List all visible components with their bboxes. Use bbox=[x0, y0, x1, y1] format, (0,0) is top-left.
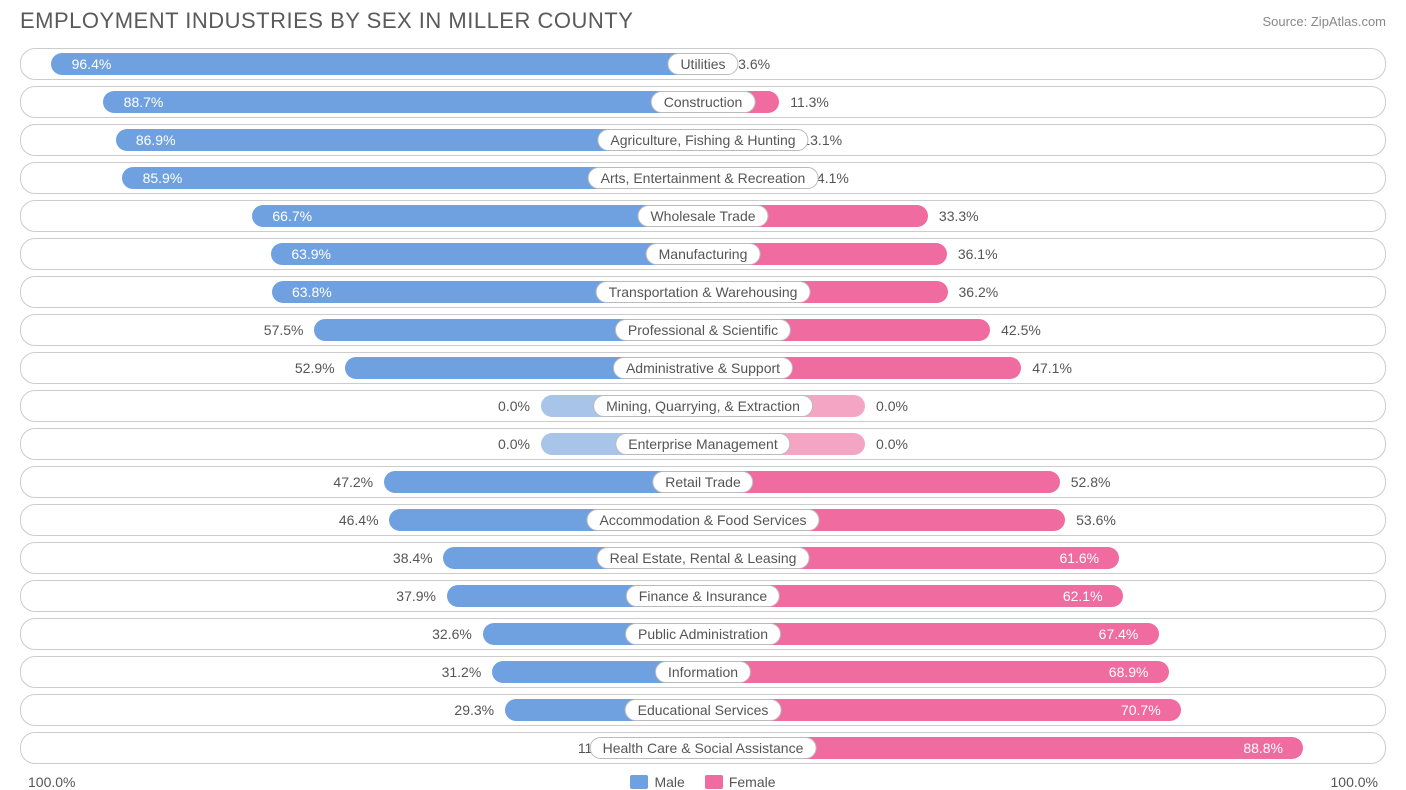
male-percent-label: 63.9% bbox=[291, 246, 331, 262]
male-percent-label: 46.4% bbox=[339, 512, 379, 528]
male-swatch-icon bbox=[630, 775, 648, 789]
male-bar bbox=[51, 53, 703, 75]
male-percent-label: 47.2% bbox=[333, 474, 373, 490]
male-percent-label: 37.9% bbox=[396, 588, 436, 604]
chart-row: 38.4% 61.6% Real Estate, Rental & Leasing bbox=[20, 542, 1386, 574]
chart-row: 57.5% 42.5% Professional & Scientific bbox=[20, 314, 1386, 346]
chart-row: 52.9% 47.1% Administrative & Support bbox=[20, 352, 1386, 384]
female-percent-label: 68.9% bbox=[1109, 664, 1149, 680]
category-label: Educational Services bbox=[625, 699, 782, 721]
category-label: Retail Trade bbox=[652, 471, 753, 493]
legend-female-label: Female bbox=[729, 774, 776, 790]
category-label: Wholesale Trade bbox=[637, 205, 768, 227]
chart-title: EMPLOYMENT INDUSTRIES BY SEX IN MILLER C… bbox=[20, 8, 633, 34]
female-percent-label: 53.6% bbox=[1076, 512, 1116, 528]
category-label: Finance & Insurance bbox=[626, 585, 780, 607]
male-percent-label: 31.2% bbox=[442, 664, 482, 680]
female-percent-label: 70.7% bbox=[1121, 702, 1161, 718]
chart-row: 88.7% 11.3% Construction bbox=[20, 86, 1386, 118]
male-percent-label: 0.0% bbox=[498, 436, 530, 452]
category-label: Transportation & Warehousing bbox=[596, 281, 811, 303]
male-percent-label: 38.4% bbox=[393, 550, 433, 566]
chart-footer: 100.0% Male Female 100.0% bbox=[0, 770, 1406, 790]
chart-row: 66.7% 33.3% Wholesale Trade bbox=[20, 200, 1386, 232]
category-label: Professional & Scientific bbox=[615, 319, 791, 341]
category-label: Manufacturing bbox=[646, 243, 761, 265]
female-percent-label: 47.1% bbox=[1032, 360, 1072, 376]
male-percent-label: 85.9% bbox=[143, 170, 183, 186]
male-bar bbox=[271, 243, 703, 265]
category-label: Information bbox=[655, 661, 751, 683]
category-label: Health Care & Social Assistance bbox=[590, 737, 817, 759]
category-label: Agriculture, Fishing & Hunting bbox=[597, 129, 808, 151]
female-percent-label: 0.0% bbox=[876, 398, 908, 414]
female-percent-label: 3.6% bbox=[738, 56, 770, 72]
legend: Male Female bbox=[630, 774, 775, 790]
male-percent-label: 57.5% bbox=[264, 322, 304, 338]
chart-row: 96.4% 3.6%Utilities bbox=[20, 48, 1386, 80]
female-percent-label: 62.1% bbox=[1063, 588, 1103, 604]
female-percent-label: 61.6% bbox=[1059, 550, 1099, 566]
category-label: Construction bbox=[651, 91, 756, 113]
female-percent-label: 52.8% bbox=[1071, 474, 1111, 490]
legend-male-label: Male bbox=[654, 774, 684, 790]
chart-row: 37.9% 62.1% Finance & Insurance bbox=[20, 580, 1386, 612]
female-percent-label: 42.5% bbox=[1001, 322, 1041, 338]
chart-row: 47.2% 52.8% Retail Trade bbox=[20, 466, 1386, 498]
female-percent-label: 0.0% bbox=[876, 436, 908, 452]
axis-right-max: 100.0% bbox=[1331, 774, 1378, 790]
source-attribution: Source: ZipAtlas.com bbox=[1262, 14, 1386, 29]
male-percent-label: 86.9% bbox=[136, 132, 176, 148]
female-percent-label: 88.8% bbox=[1243, 740, 1283, 756]
legend-female: Female bbox=[705, 774, 776, 790]
male-percent-label: 32.6% bbox=[432, 626, 472, 642]
chart-row: 85.9%14.1%Arts, Entertainment & Recreati… bbox=[20, 162, 1386, 194]
chart-row: 63.9% 36.1% Manufacturing bbox=[20, 238, 1386, 270]
category-label: Enterprise Management bbox=[615, 433, 790, 455]
female-bar bbox=[703, 661, 1169, 683]
female-swatch-icon bbox=[705, 775, 723, 789]
female-percent-label: 33.3% bbox=[939, 208, 979, 224]
chart-row: 31.2% 68.9% Information bbox=[20, 656, 1386, 688]
male-percent-label: 29.3% bbox=[454, 702, 494, 718]
legend-male: Male bbox=[630, 774, 684, 790]
chart-row: 46.4% 53.6% Accommodation & Food Services bbox=[20, 504, 1386, 536]
chart-row: 11.2%88.8%Health Care & Social Assistanc… bbox=[20, 732, 1386, 764]
male-bar bbox=[252, 205, 703, 227]
chart-row: 86.9%13.1%Agriculture, Fishing & Hunting bbox=[20, 124, 1386, 156]
chart-row: 32.6% 67.4% Public Administration bbox=[20, 618, 1386, 650]
male-percent-label: 0.0% bbox=[498, 398, 530, 414]
male-percent-label: 66.7% bbox=[272, 208, 312, 224]
female-percent-label: 11.3% bbox=[790, 94, 829, 110]
category-label: Public Administration bbox=[625, 623, 781, 645]
axis-left-max: 100.0% bbox=[28, 774, 75, 790]
category-label: Administrative & Support bbox=[613, 357, 793, 379]
category-label: Mining, Quarrying, & Extraction bbox=[593, 395, 813, 417]
male-percent-label: 96.4% bbox=[72, 56, 112, 72]
chart-row: 0.0% 0.0% Mining, Quarrying, & Extraction bbox=[20, 390, 1386, 422]
chart-row: 63.8% 36.2% Transportation & Warehousing bbox=[20, 276, 1386, 308]
category-label: Real Estate, Rental & Leasing bbox=[597, 547, 810, 569]
category-label: Utilities bbox=[667, 53, 738, 75]
chart-area: 96.4% 3.6%Utilities 88.7% 11.3% Construction… bbox=[0, 38, 1406, 764]
category-label: Arts, Entertainment & Recreation bbox=[588, 167, 819, 189]
category-label: Accommodation & Food Services bbox=[587, 509, 820, 531]
chart-row: 29.3% 70.7% Educational Services bbox=[20, 694, 1386, 726]
male-percent-label: 52.9% bbox=[295, 360, 335, 376]
male-percent-label: 88.7% bbox=[124, 94, 164, 110]
female-percent-label: 67.4% bbox=[1099, 626, 1139, 642]
male-percent-label: 63.8% bbox=[292, 284, 332, 300]
chart-row: 0.0% 0.0% Enterprise Management bbox=[20, 428, 1386, 460]
male-bar bbox=[103, 91, 703, 113]
female-percent-label: 36.2% bbox=[959, 284, 999, 300]
female-bar bbox=[703, 471, 1060, 493]
female-percent-label: 36.1% bbox=[958, 246, 998, 262]
